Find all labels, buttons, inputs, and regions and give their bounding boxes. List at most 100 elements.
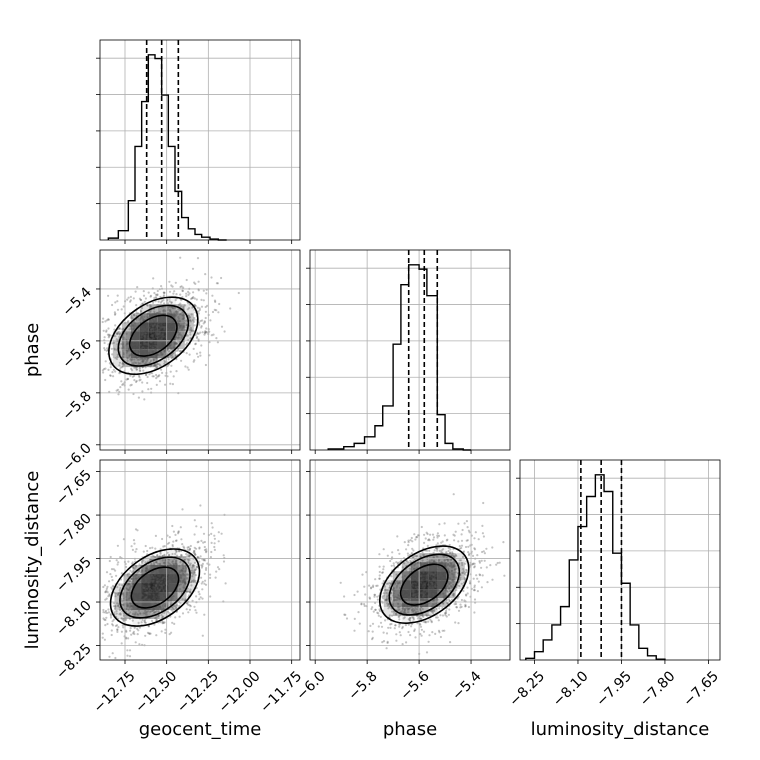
scatter-point (195, 568, 198, 571)
scatter-point (164, 335, 167, 338)
density-cell (121, 340, 131, 350)
scatter-point (175, 566, 178, 569)
scatter-point (386, 589, 389, 592)
scatter-point (213, 534, 216, 537)
scatter-point (197, 338, 200, 341)
scatter-point (158, 330, 161, 333)
scatter-point (188, 554, 191, 557)
scatter-point (126, 357, 129, 360)
scatter-point (135, 591, 138, 594)
scatter-point (141, 332, 144, 335)
scatter-point (190, 330, 193, 333)
scatter-point (152, 587, 155, 591)
scatter-point (142, 325, 145, 328)
scatter-point (151, 546, 154, 549)
scatter-point (141, 357, 144, 360)
density-cell (157, 340, 167, 350)
scatter-point (153, 337, 156, 340)
scatter-point (156, 580, 159, 583)
scatter-point (181, 508, 184, 511)
scatter-point (185, 322, 188, 325)
density-cell (141, 574, 151, 584)
scatter-point (177, 531, 180, 534)
scatter-point (105, 329, 108, 332)
scatter-point (363, 585, 366, 588)
scatter-point (152, 320, 155, 323)
scatter-point (155, 578, 159, 581)
scatter-point (447, 562, 450, 566)
scatter-point (369, 587, 373, 590)
scatter-point (190, 297, 193, 300)
density-cell (428, 589, 438, 599)
scatter-point (425, 531, 428, 534)
scatter-point (185, 553, 188, 556)
scatter-point (125, 618, 128, 621)
scatter-point (144, 332, 147, 335)
scatter-point (180, 577, 183, 580)
density-cell (175, 313, 185, 323)
scatter-point (135, 304, 138, 307)
scatter-point (406, 552, 409, 555)
scatter-point (181, 570, 184, 573)
scatter-point (156, 581, 159, 584)
scatter-point (142, 360, 145, 363)
scatter-point (133, 326, 136, 329)
scatter-point (159, 364, 162, 367)
scatter-point (211, 310, 215, 314)
scatter-point (156, 294, 159, 297)
scatter-point (134, 588, 137, 591)
scatter-point (178, 308, 181, 312)
density-cell (455, 571, 465, 581)
scatter-point (137, 613, 140, 616)
scatter-point (200, 526, 203, 529)
scatter-point (172, 576, 175, 579)
scatter-point (134, 366, 137, 369)
scatter-point (132, 566, 135, 570)
scatter-point (427, 640, 430, 643)
scatter-point (148, 598, 151, 601)
scatter-point (142, 333, 145, 336)
scatter-point (432, 573, 435, 576)
scatter-point (466, 592, 469, 595)
scatter-point (145, 350, 148, 353)
scatter-point (161, 330, 164, 333)
scatter-point (128, 586, 132, 589)
scatter-point (209, 573, 212, 576)
scatter-point (160, 572, 163, 575)
scatter-point (453, 555, 456, 558)
scatter-point (158, 317, 161, 320)
scatter-point (185, 292, 188, 295)
scatter-point (431, 573, 434, 577)
scatter-point (122, 538, 125, 541)
scatter-point (160, 592, 163, 595)
scatter-point (410, 599, 413, 602)
scatter-point (141, 302, 144, 305)
scatter-point (140, 343, 143, 346)
scatter-point (174, 314, 177, 317)
scatter-point (398, 552, 401, 555)
scatter-point (163, 291, 166, 294)
scatter-point (122, 603, 125, 606)
scatter-point (209, 595, 212, 598)
scatter-point (436, 616, 439, 619)
scatter-point (450, 586, 453, 589)
scatter-point (194, 304, 197, 308)
scatter-point (151, 346, 154, 349)
scatter-point (180, 569, 183, 572)
scatter-point (222, 554, 225, 557)
scatter-point (149, 338, 152, 341)
scatter-point (396, 584, 399, 587)
density-cell (401, 571, 411, 581)
scatter-point (482, 501, 485, 505)
scatter-point (159, 587, 162, 590)
scatter-point (170, 357, 173, 360)
scatter-point (156, 572, 159, 575)
scatter-point (151, 338, 154, 341)
scatter-point (177, 323, 180, 326)
scatter-point (162, 572, 165, 575)
scatter-point (388, 614, 391, 617)
scatter-point (432, 599, 435, 602)
scatter-point (462, 550, 466, 553)
scatter-point (181, 289, 184, 292)
scatter-point (203, 545, 206, 549)
